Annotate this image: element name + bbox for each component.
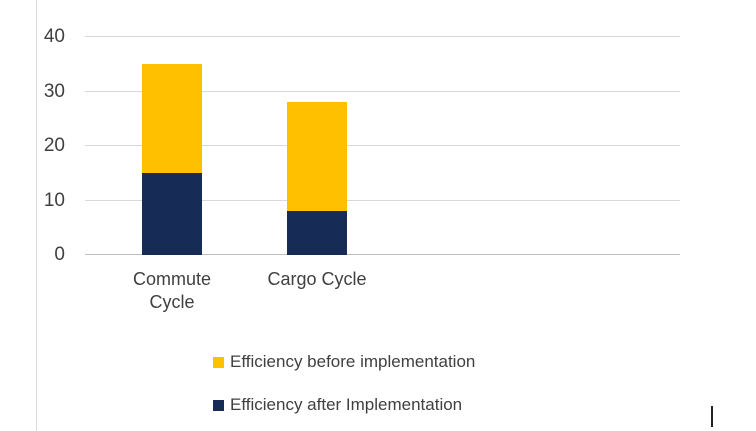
gridline-20	[85, 145, 680, 146]
bar-segment-efficiency-after-implementation-commute-cycle	[142, 173, 202, 255]
bar-segment-efficiency-after-implementation-cargo-cycle	[287, 211, 347, 255]
legend-swatch-after-icon	[213, 399, 224, 411]
chart-left-border	[36, 0, 37, 431]
y-tick-label-20: 20	[43, 135, 65, 156]
x-axis-line	[85, 254, 680, 255]
category-label-commute-cycle: Commute Cycle	[132, 269, 212, 312]
legend-label-before: Efficiency before implementation	[230, 352, 476, 371]
gridline-10	[85, 199, 680, 201]
plot-area	[85, 36, 680, 255]
text-caret-artifact	[711, 406, 713, 427]
bar-segment-efficiency-before-implementation-cargo-cycle	[287, 102, 347, 212]
y-tick-label-10: 10	[43, 189, 65, 211]
gridline-30	[85, 90, 680, 92]
y-tick-label-40: 40	[43, 26, 65, 47]
gridline-40	[85, 36, 680, 37]
category-label-cargo-cycle: Cargo Cycle	[267, 269, 367, 289]
bar-segment-efficiency-before-implementation-commute-cycle	[142, 64, 202, 174]
y-tick-label-0: 0	[54, 244, 65, 265]
legend-swatch-before-icon	[213, 356, 224, 368]
y-tick-label-30: 30	[43, 80, 65, 102]
y-axis-labels: 0 10 20 30 40	[20, 0, 65, 431]
legend-item-after-implementation: Efficiency after Implementation	[213, 394, 462, 416]
legend-item-before-implementation: Efficiency before implementation	[213, 351, 475, 373]
legend-label-after: Efficiency after Implementation	[230, 395, 463, 414]
